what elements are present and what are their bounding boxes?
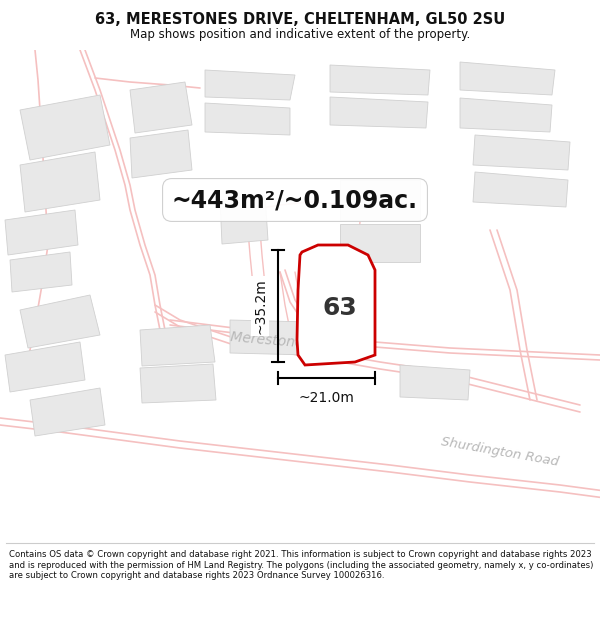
Polygon shape <box>220 195 268 244</box>
Polygon shape <box>340 224 420 262</box>
Text: ~35.2m: ~35.2m <box>253 278 267 334</box>
Polygon shape <box>130 82 192 133</box>
Text: 63, MERESTONES DRIVE, CHELTENHAM, GL50 2SU: 63, MERESTONES DRIVE, CHELTENHAM, GL50 2… <box>95 12 505 28</box>
Text: ~443m²/~0.109ac.: ~443m²/~0.109ac. <box>172 188 418 212</box>
Text: Map shows position and indicative extent of the property.: Map shows position and indicative extent… <box>130 28 470 41</box>
Polygon shape <box>130 130 192 178</box>
Polygon shape <box>205 103 290 135</box>
Polygon shape <box>230 320 310 355</box>
Polygon shape <box>140 364 216 403</box>
Polygon shape <box>5 342 85 392</box>
Text: Shurdington Road: Shurdington Road <box>440 435 560 469</box>
Text: 63: 63 <box>323 296 358 320</box>
Polygon shape <box>205 70 295 100</box>
Polygon shape <box>330 97 428 128</box>
Polygon shape <box>460 98 552 132</box>
Polygon shape <box>20 95 110 160</box>
Polygon shape <box>473 172 568 207</box>
Polygon shape <box>20 152 100 212</box>
Polygon shape <box>400 365 470 400</box>
Polygon shape <box>140 325 215 366</box>
Text: Merestones Drive: Merestones Drive <box>230 330 353 354</box>
Polygon shape <box>297 245 375 365</box>
Text: Contains OS data © Crown copyright and database right 2021. This information is : Contains OS data © Crown copyright and d… <box>9 550 593 580</box>
Polygon shape <box>330 65 430 95</box>
Text: ~21.0m: ~21.0m <box>299 391 355 405</box>
Polygon shape <box>460 62 555 95</box>
Polygon shape <box>473 135 570 170</box>
Polygon shape <box>5 210 78 255</box>
Polygon shape <box>20 295 100 348</box>
Polygon shape <box>10 252 72 292</box>
Polygon shape <box>30 388 105 436</box>
Polygon shape <box>340 180 420 220</box>
